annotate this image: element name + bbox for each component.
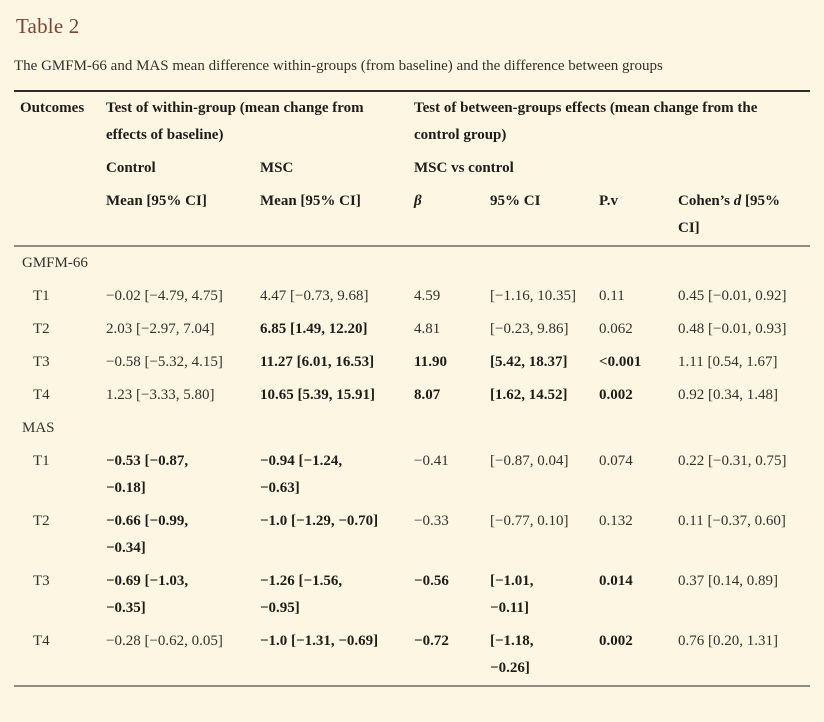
- cell-pv: 0.014: [599, 573, 633, 590]
- cell-cohens-d: 0.76 [0.20, 1.31]: [678, 633, 779, 650]
- cell-beta: 8.07: [414, 387, 441, 404]
- cell-beta: 11.90: [414, 354, 447, 371]
- cell-msc-mean: 10.65 [5.39, 15.91]: [260, 387, 375, 404]
- cell-control-mean: −0.02 [−4.79, 4.75]: [106, 288, 223, 305]
- cell-pv: 0.11: [599, 288, 625, 305]
- header-within-group: Test of within-group (mean change from e…: [106, 100, 364, 144]
- header-mean-ci-control: Mean [95% CI]: [106, 193, 207, 210]
- table-row: T2 −0.66 [−0.99, −0.34] −1.0 [−1.29, −0.70…: [14, 505, 810, 565]
- cell-control-mean: 2.03 [−2.97, 7.04]: [106, 321, 215, 338]
- cell-time: T1: [33, 453, 50, 470]
- header-msc: MSC: [260, 160, 294, 177]
- cell-cohens-d: 0.92 [0.34, 1.48]: [678, 387, 779, 404]
- cell-beta: −0.41: [414, 453, 449, 470]
- cell-pv: 0.002: [599, 633, 633, 650]
- cell-time: T2: [33, 321, 50, 338]
- cell-control-mean: −0.53 [−0.87, −0.18]: [106, 453, 189, 497]
- header-pv: P.v: [599, 193, 619, 210]
- cell-time: T1: [33, 288, 50, 305]
- cell-control-mean: −0.28 [−0.62, 0.05]: [106, 633, 223, 650]
- cell-time: T2: [33, 513, 50, 530]
- cell-time: T4: [33, 387, 50, 404]
- header-between-groups: Test of between-groups effects (mean cha…: [414, 100, 758, 144]
- cell-control-mean: −0.69 [−1.03, −0.35]: [106, 573, 189, 617]
- cell-pv: <0.001: [599, 354, 642, 371]
- cell-cohens-d: 0.37 [0.14, 0.89]: [678, 573, 779, 590]
- cell-time: T3: [33, 573, 50, 590]
- header-row-measures: Mean [95% CI] Mean [95% CI] β 95% CI P.v…: [14, 185, 810, 246]
- header-mean-ci-msc: Mean [95% CI]: [260, 193, 361, 210]
- cell-control-mean: −0.58 [−5.32, 4.15]: [106, 354, 223, 371]
- table-row: T1 −0.53 [−0.87, −0.18] −0.94 [−1.24, −0.6…: [14, 445, 810, 505]
- table-row: T2 2.03 [−2.97, 7.04] 6.85 [1.49, 12.20] 4.…: [14, 313, 810, 346]
- header-cohens-d: Cohen’s d [95% CI]: [678, 185, 810, 246]
- table-row: T1 −0.02 [−4.79, 4.75] 4.47 [−0.73, 9.68] 4…: [14, 280, 810, 313]
- cell-cohens-d: 0.48 [−0.01, 0.93]: [678, 321, 787, 338]
- section-row: GMFM-66: [14, 246, 810, 280]
- cell-pv: 0.002: [599, 387, 633, 404]
- cell-ci: [−0.87, 0.04]: [490, 453, 569, 470]
- cell-beta: −0.33: [414, 513, 449, 530]
- cell-control-mean: −0.66 [−0.99, −0.34]: [106, 513, 189, 557]
- header-ci: 95% CI: [490, 193, 541, 210]
- cell-beta: 4.59: [414, 288, 441, 305]
- data-table: Outcomes Test of within-group (mean chan…: [14, 90, 811, 688]
- cell-msc-mean: −1.0 [−1.31, −0.69]: [260, 633, 379, 650]
- cell-beta: 4.81: [414, 321, 441, 338]
- cell-msc-mean: −1.26 [−1.56, −0.95]: [260, 573, 343, 617]
- cohens-d-symbol: d: [733, 193, 742, 210]
- table-row: T3 −0.58 [−5.32, 4.15] 11.27 [6.01, 16.53]…: [14, 346, 810, 379]
- section-label: GMFM-66: [22, 255, 88, 272]
- cell-beta: −0.56: [414, 573, 449, 590]
- table-row: T4 1.23 [−3.33, 5.80] 10.65 [5.39, 15.91] 8…: [14, 379, 810, 412]
- cell-pv: 0.132: [599, 513, 633, 530]
- header-control: Control: [106, 160, 156, 177]
- table-body: GMFM-66 T1 −0.02 [−4.79, 4.75] 4.47 [−0.73,…: [14, 246, 810, 686]
- table-subtitle: The GMFM-66 and MAS mean difference with…: [14, 58, 663, 74]
- cell-ci: [−1.18, −0.26]: [490, 633, 534, 677]
- cell-ci: [5.42, 18.37]: [490, 354, 568, 371]
- table-row: T3 −0.69 [−1.03, −0.35] −1.26 [−1.56, −0.9…: [14, 565, 810, 625]
- header-row-groups: Outcomes Test of within-group (mean chan…: [14, 91, 810, 152]
- page-container: Table 2 The GMFM-66 and MAS mean differe…: [0, 14, 824, 688]
- cell-ci: [−0.77, 0.10]: [490, 513, 569, 530]
- cell-pv: 0.062: [599, 321, 633, 338]
- cohens-d-post: [95% CI]: [678, 193, 780, 237]
- cell-beta: −0.72: [414, 633, 449, 650]
- cell-ci: [−1.16, 10.35]: [490, 288, 576, 305]
- cell-ci: [1.62, 14.52]: [490, 387, 568, 404]
- cell-ci: [−0.23, 9.86]: [490, 321, 569, 338]
- table-header: Outcomes Test of within-group (mean chan…: [14, 91, 811, 247]
- cell-control-mean: 1.23 [−3.33, 5.80]: [106, 387, 215, 404]
- cell-msc-mean: 11.27 [6.01, 16.53]: [260, 354, 375, 371]
- section-row: MAS: [14, 412, 810, 445]
- cell-cohens-d: 0.11 [−0.37, 0.60]: [678, 513, 786, 530]
- cell-pv: 0.074: [599, 453, 633, 470]
- page-title: Table 2: [16, 14, 80, 38]
- cell-cohens-d: 0.22 [−0.31, 0.75]: [678, 453, 787, 470]
- cell-msc-mean: −0.94 [−1.24, −0.63]: [260, 453, 343, 497]
- cell-time: T3: [33, 354, 50, 371]
- header-row-arms: Control MSC MSC vs control: [14, 152, 810, 185]
- cell-ci: [−1.01, −0.11]: [490, 573, 534, 617]
- cell-msc-mean: −1.0 [−1.29, −0.70]: [260, 513, 379, 530]
- table-row: T4 −0.28 [−0.62, 0.05] −1.0 [−1.31, −0.69]…: [14, 625, 810, 686]
- header-outcomes: Outcomes: [20, 100, 85, 117]
- cohens-d-pre: Cohen’s: [678, 193, 734, 210]
- header-msc-vs-control: MSC vs control: [414, 160, 514, 177]
- cell-msc-mean: 6.85 [1.49, 12.20]: [260, 321, 368, 338]
- header-beta: β: [414, 193, 422, 210]
- section-label: MAS: [22, 420, 55, 437]
- cell-time: T4: [33, 633, 50, 650]
- cell-cohens-d: 0.45 [−0.01, 0.92]: [678, 288, 787, 305]
- cell-msc-mean: 4.47 [−0.73, 9.68]: [260, 288, 369, 305]
- cell-cohens-d: 1.11 [0.54, 1.67]: [678, 354, 778, 371]
